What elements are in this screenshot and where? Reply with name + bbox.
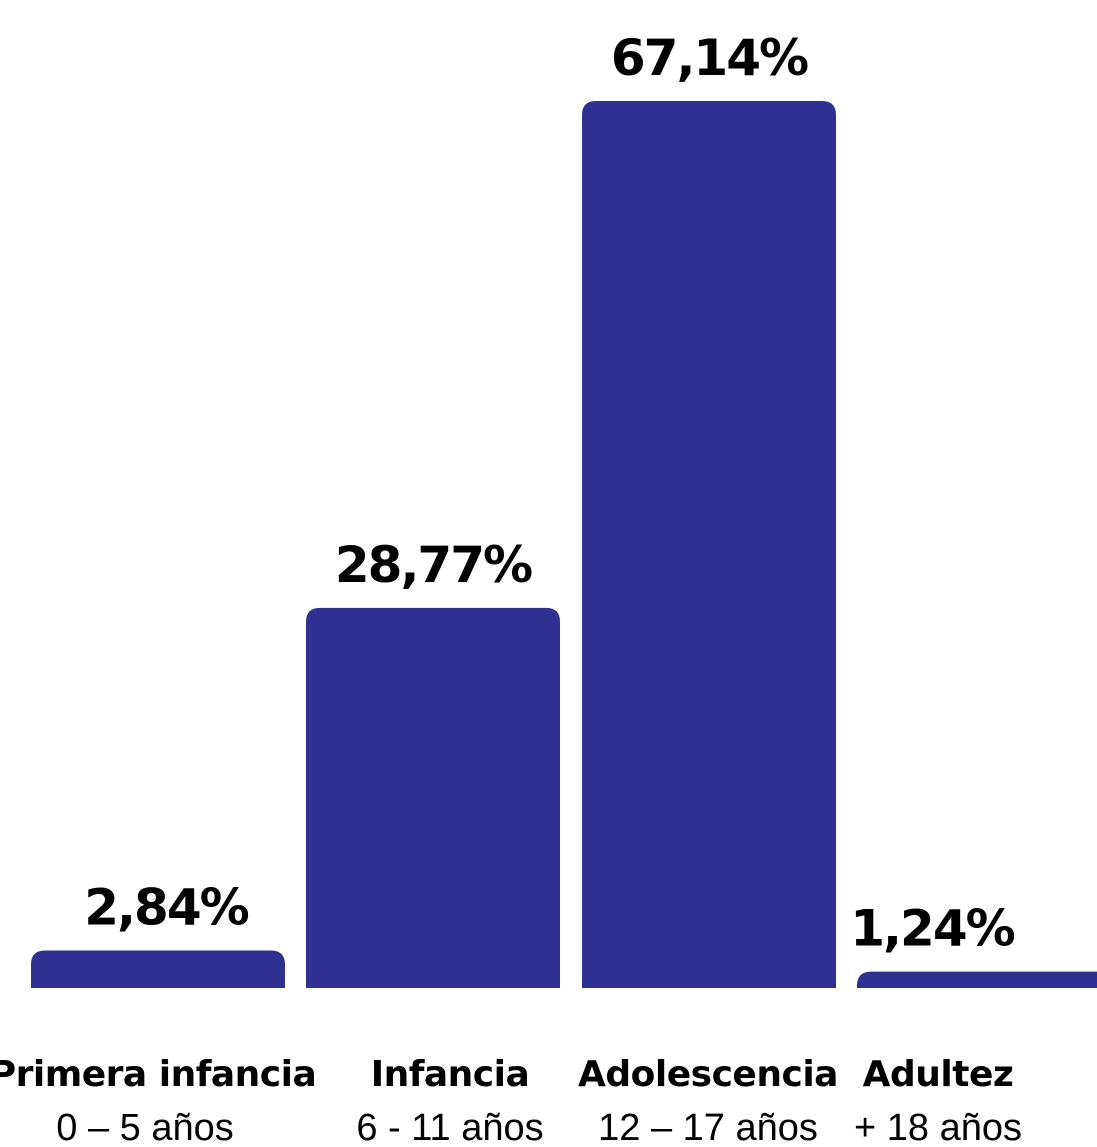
category-label-infancia: Infancia [371, 1054, 530, 1095]
category-label-adolescencia: Adolescencia [578, 1054, 838, 1095]
age-range-label-adolescencia: 12 – 17 años [598, 1107, 818, 1147]
age-range-label-infancia: 6 - 11 años [356, 1107, 543, 1147]
bar-adultez [857, 971, 1097, 988]
value-label-primera-infancia: 2,84% [84, 878, 248, 936]
age-range-label-adultez: + 18 años [854, 1107, 1022, 1147]
value-label-adultez: 1,24% [850, 900, 1014, 958]
age-range-label-primera-infancia: 0 – 5 años [56, 1107, 233, 1147]
category-label-adultez: Adultez [863, 1054, 1014, 1095]
value-label-adolescencia: 67,14% [611, 29, 808, 87]
bar-primera-infancia [31, 950, 285, 988]
value-label-infancia: 28,77% [335, 536, 532, 594]
bar-adolescencia [582, 101, 836, 988]
bar-infancia [306, 607, 560, 988]
category-label-primera-infancia: Primera infancia [0, 1054, 316, 1095]
